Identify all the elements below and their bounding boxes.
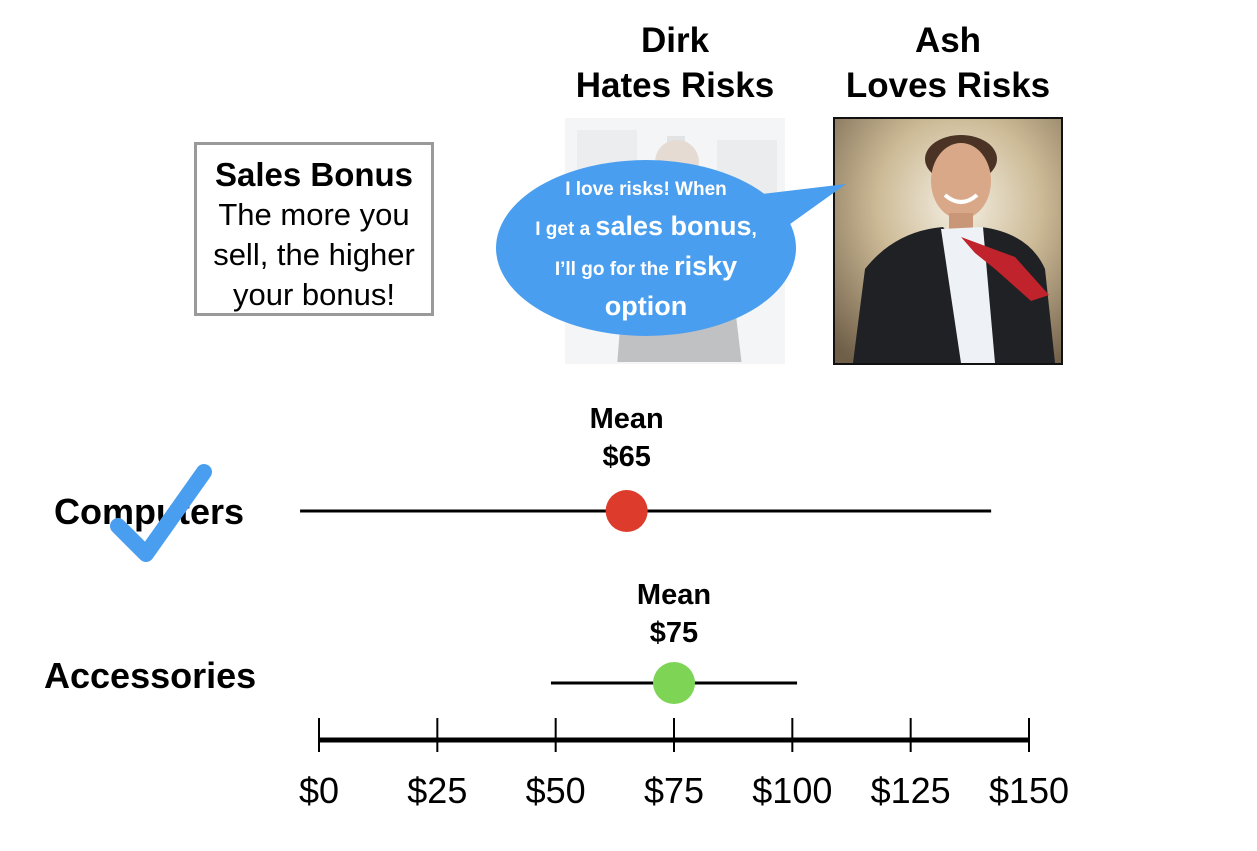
dirk-name: Dirk <box>640 21 710 60</box>
ash-trait: Loves Risks <box>845 66 1051 105</box>
ash-name: Ash <box>914 21 982 60</box>
mean-value: $65 <box>602 441 651 473</box>
mean-label-accessories: Mean $75 <box>604 576 744 652</box>
axis-tick-label: $125 <box>871 770 951 811</box>
row-label-accessories: Accessories <box>44 655 257 696</box>
sales-bonus-line-1: The more you <box>218 197 410 232</box>
checkmark-icon <box>110 464 212 562</box>
speech-bubble <box>496 160 846 336</box>
sales-bonus-title: Sales Bonus <box>214 156 414 193</box>
axis-tick-label: $50 <box>526 770 586 811</box>
sales-bonus-line-3: your bonus! <box>233 277 395 312</box>
speech-bubble-body <box>496 160 796 336</box>
axis-tick-label: $0 <box>299 770 339 811</box>
mean-dot-computers <box>605 490 648 532</box>
mean-word: Mean <box>636 579 712 611</box>
axis-tick-label: $150 <box>989 770 1069 811</box>
ash-photo <box>833 117 1063 365</box>
mean-label-computers: Mean $65 <box>557 400 697 476</box>
mean-dot-accessories <box>653 662 695 704</box>
axis-tick-label: $25 <box>407 770 467 811</box>
sales-bonus-line-2: sell, the higher <box>213 237 415 272</box>
axis-tick-label: $100 <box>752 770 832 811</box>
dirk-title: Dirk Hates Risks <box>545 18 805 108</box>
mean-word: Mean <box>589 403 664 435</box>
ash-title: Ash Loves Risks <box>818 18 1078 108</box>
row-label-computers: Computers <box>54 491 245 532</box>
axis-tick-label: $75 <box>644 770 704 811</box>
mean-value: $75 <box>649 617 699 649</box>
sales-bonus-box: Sales Bonus The more you sell, the highe… <box>194 142 434 316</box>
dirk-trait: Hates Risks <box>575 66 775 105</box>
